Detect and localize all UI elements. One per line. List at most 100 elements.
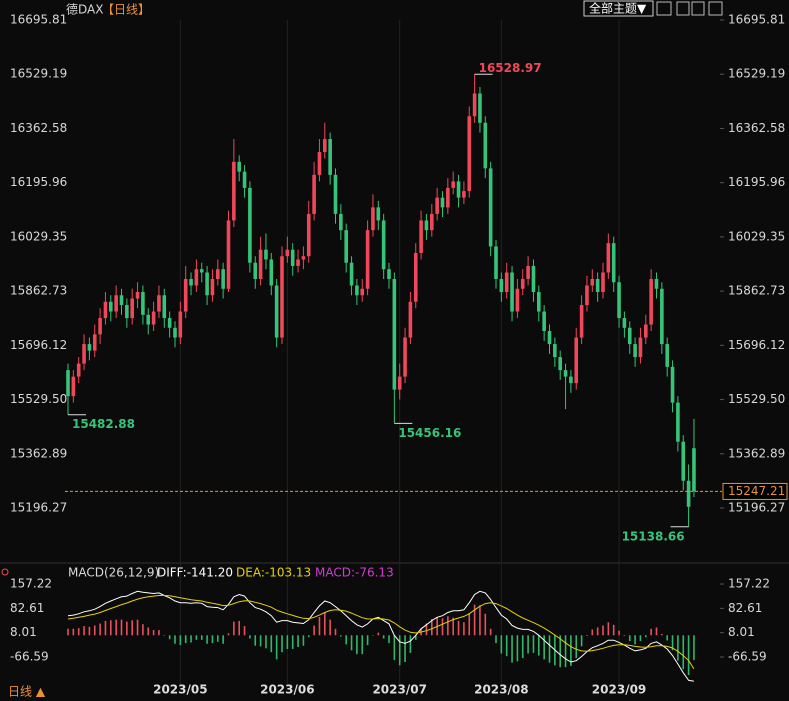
histogram-bar <box>521 635 524 659</box>
candle-body <box>253 262 258 279</box>
y-tick-label: 16529.19 <box>10 67 67 81</box>
candle-body <box>173 327 177 338</box>
candle-body <box>360 288 365 296</box>
histogram-bar <box>666 635 668 641</box>
y-tick-label-right: 15696.12 <box>728 338 785 352</box>
candle-body <box>488 168 493 247</box>
histogram-bar <box>195 635 198 640</box>
theme-button[interactable]: 全部主题▼ <box>589 1 647 16</box>
candle-body <box>317 152 322 175</box>
candle-body <box>408 301 413 338</box>
candle-body <box>339 213 343 231</box>
candle-body <box>355 285 359 296</box>
histogram-bar <box>356 635 358 655</box>
candle-body <box>670 366 675 403</box>
histogram-bar <box>190 635 192 643</box>
candle-body <box>125 305 129 319</box>
extreme-label: 16528.97 <box>479 61 542 75</box>
histogram-bar <box>297 635 299 648</box>
histogram-bar <box>120 619 123 636</box>
y-tick-label-right: 16029.35 <box>728 229 785 243</box>
histogram-bar <box>72 628 75 636</box>
candle-body <box>226 220 231 289</box>
candle-body <box>328 139 332 175</box>
icon-button[interactable] <box>708 1 723 16</box>
y-tick-label-right: 15362.89 <box>728 446 785 460</box>
legend-entry: DEA:-103.13 <box>236 566 311 580</box>
histogram-bar <box>110 620 112 636</box>
histogram-bar <box>479 605 481 636</box>
histogram-bar <box>93 625 96 636</box>
histogram-bar <box>425 623 428 636</box>
period-label: 【日线】 <box>102 3 150 17</box>
histogram-bar <box>238 620 240 636</box>
histogram-bar <box>147 627 150 636</box>
histogram-bar <box>136 619 139 636</box>
candle-body <box>542 311 546 332</box>
icon-button[interactable] <box>691 1 705 16</box>
candle-body <box>205 272 209 296</box>
histogram-bar <box>393 635 396 661</box>
histogram-bar <box>184 635 187 644</box>
candle-body <box>349 262 354 286</box>
y-tick-label: 16695.81 <box>10 13 67 27</box>
candle-body <box>114 295 118 312</box>
histogram-bar <box>431 618 433 636</box>
histogram-bar <box>388 635 390 644</box>
y-tick-label: 15529.50 <box>10 392 67 406</box>
histogram-bar <box>77 628 80 636</box>
candle-body <box>537 292 541 312</box>
y-tick-label: 157.22 <box>10 577 52 591</box>
candle-body <box>151 311 156 325</box>
histogram-bar <box>313 625 315 636</box>
histogram-bar <box>447 616 449 636</box>
candle-body <box>92 334 97 351</box>
candle-body <box>430 213 434 231</box>
histogram-bar <box>275 635 278 660</box>
candle-body <box>633 344 637 358</box>
theme-button-frame[interactable] <box>583 0 654 17</box>
candle-body <box>483 122 488 169</box>
candle-body <box>424 220 429 231</box>
histogram-bar <box>677 635 679 661</box>
candle-body <box>381 220 386 270</box>
y-tick-label: 82.61 <box>10 601 44 615</box>
histogram-bar <box>580 635 583 647</box>
histogram-bar <box>200 635 203 640</box>
candle-body <box>686 480 691 507</box>
y-tick-label-right: 16362.58 <box>728 121 785 135</box>
histogram-bar <box>612 624 615 636</box>
y-tick-label: 16362.58 <box>10 121 67 135</box>
candle-body <box>71 376 76 397</box>
candle-body <box>392 278 397 390</box>
candle-body <box>376 207 381 221</box>
candle-body <box>269 259 274 286</box>
histogram-bar <box>564 635 567 668</box>
histogram-bar <box>281 635 283 653</box>
candle-body <box>178 311 183 338</box>
indicator-icon[interactable] <box>1 568 9 576</box>
candle-body <box>531 265 536 293</box>
candle-body <box>66 370 70 397</box>
candle-body <box>585 285 589 306</box>
candle-body <box>563 370 568 377</box>
histogram-bar <box>168 635 171 640</box>
candle-body <box>167 318 172 328</box>
icon-button[interactable] <box>676 1 690 16</box>
candle-body <box>446 187 450 208</box>
y-tick-label: 16029.35 <box>10 229 67 243</box>
histogram-bar <box>511 635 513 663</box>
footer-period[interactable]: 日线 ▲ <box>8 685 46 699</box>
histogram-bar <box>548 635 551 663</box>
candle-body <box>622 318 627 328</box>
candle-body <box>681 441 686 481</box>
candle-body <box>248 187 252 263</box>
histogram-bar <box>527 635 529 654</box>
candle-body <box>371 207 375 231</box>
icon-button[interactable] <box>656 1 672 16</box>
y-tick-label-right: 15196.27 <box>728 501 785 515</box>
histogram-bar <box>217 635 219 642</box>
candle-body <box>296 259 300 266</box>
y-tick-label-right: 15529.50 <box>728 392 785 406</box>
